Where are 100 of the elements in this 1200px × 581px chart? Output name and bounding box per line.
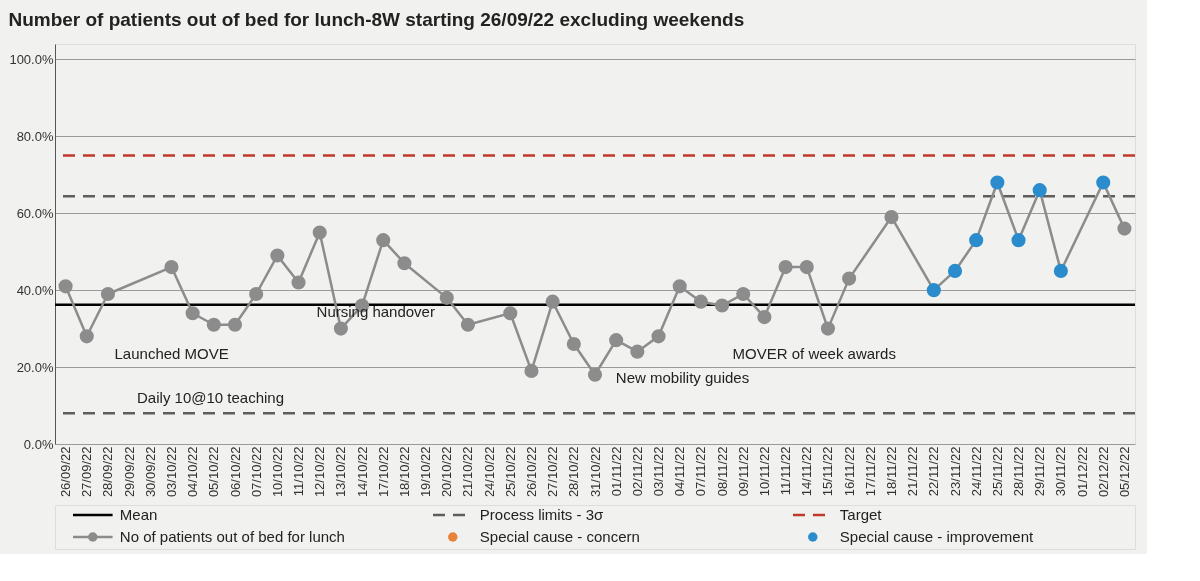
- legend-label: Target: [839, 506, 883, 523]
- point: [227, 317, 243, 332]
- point: [1096, 175, 1111, 190]
- x-tick-label: 03/10/22: [163, 446, 179, 498]
- point: [587, 367, 603, 382]
- x-tick-label: 05/10/22: [206, 446, 222, 498]
- x-tick-label: 05/12/22: [1116, 446, 1132, 498]
- point: [333, 321, 348, 336]
- legend-label: Mean: [119, 506, 158, 523]
- x-tick-label: 19/10/22: [418, 446, 434, 498]
- point: [884, 210, 899, 225]
- x-tick-label: 03/11/22: [651, 446, 667, 497]
- x-tick-label: 26/10/22: [523, 446, 539, 498]
- x-tick-label: 25/11/22: [989, 446, 1005, 497]
- y-tick-label: 40.0%: [16, 282, 54, 298]
- x-tick-label: 27/09/22: [79, 446, 95, 498]
- x-tick-label: 16/11/22: [841, 446, 857, 497]
- point: [439, 290, 454, 305]
- annotation: New mobility guides: [615, 369, 750, 386]
- point: [609, 333, 624, 348]
- x-tick-label: 10/10/22: [269, 446, 285, 498]
- point: [799, 260, 814, 275]
- x-tick-label: 07/11/22: [693, 446, 709, 497]
- annotation: MOVER of week awards: [732, 345, 896, 363]
- y-tick-label: 0.0%: [23, 436, 54, 452]
- point: [291, 275, 306, 290]
- x-tick-label: 09/11/22: [735, 446, 751, 497]
- point: [990, 175, 1005, 190]
- point: [820, 321, 836, 336]
- x-tick-label: 27/10/22: [545, 446, 561, 498]
- x-tick-label: 13/10/22: [333, 446, 349, 498]
- point: [757, 310, 772, 325]
- x-tick-label: 22/11/22: [926, 446, 942, 497]
- x-tick-label: 30/11/22: [1053, 446, 1069, 497]
- legend-label: Special cause - concern: [479, 528, 640, 545]
- x-tick-label: 01/12/22: [1074, 446, 1090, 498]
- annotation: Launched MOVE: [114, 345, 229, 363]
- point: [270, 248, 285, 263]
- point: [778, 260, 793, 275]
- point: [397, 256, 412, 271]
- x-tick-label: 04/10/22: [185, 446, 201, 498]
- point: [164, 260, 179, 275]
- y-tick-label: 80.0%: [16, 128, 54, 144]
- legend-label: Process limits - 3σ: [479, 506, 604, 523]
- point: [58, 279, 73, 294]
- x-tick-label: 04/11/22: [672, 446, 688, 497]
- point: [1011, 233, 1026, 248]
- x-tick-label: 06/10/22: [227, 446, 243, 498]
- point: [206, 317, 221, 332]
- x-tick-label: 18/11/22: [883, 446, 899, 497]
- x-tick-label: 20/10/22: [439, 446, 455, 498]
- x-tick-label: 17/10/22: [375, 446, 391, 498]
- point: [842, 271, 857, 286]
- x-tick-label: 02/12/22: [1095, 446, 1111, 498]
- point: [1053, 263, 1068, 278]
- x-tick-label: 11/11/22: [778, 446, 794, 496]
- point: [503, 306, 518, 321]
- x-tick-label: 29/09/22: [121, 446, 137, 498]
- point: [926, 283, 941, 298]
- x-tick-label: 10/11/22: [756, 446, 772, 497]
- x-tick-label: 11/10/22: [291, 446, 307, 497]
- x-tick-label: 08/11/22: [714, 446, 730, 497]
- point: [249, 286, 264, 302]
- point: [376, 233, 391, 248]
- point: [651, 329, 666, 344]
- point: [1032, 183, 1047, 198]
- x-tick-label: 15/11/22: [820, 446, 836, 497]
- x-tick-label: 24/11/22: [968, 446, 984, 497]
- point: [185, 306, 200, 321]
- x-tick-label: 26/09/22: [58, 446, 74, 498]
- point: [79, 329, 94, 344]
- x-tick-label: 14/10/22: [354, 446, 370, 498]
- x-tick-label: 21/10/22: [460, 446, 476, 498]
- point: [969, 233, 984, 248]
- point: [545, 294, 560, 309]
- x-tick-label: 01/11/22: [608, 446, 624, 497]
- x-tick-label: 28/10/22: [566, 446, 582, 498]
- x-tick-label: 12/10/22: [312, 446, 328, 498]
- x-tick-label: 17/11/22: [862, 446, 878, 497]
- x-tick-label: 21/11/22: [905, 446, 921, 497]
- x-tick-label: 25/10/22: [502, 446, 518, 498]
- legend-label: No of patients out of bed for lunch: [119, 528, 345, 545]
- point: [736, 286, 751, 302]
- x-tick-label: 14/11/22: [799, 446, 815, 497]
- x-tick-label: 30/09/22: [142, 446, 158, 498]
- x-tick-label: 18/10/22: [396, 446, 412, 498]
- x-tick-label: 28/09/22: [100, 446, 116, 498]
- point: [312, 225, 327, 240]
- point: [566, 336, 581, 352]
- x-tick-label: 28/11/22: [1011, 446, 1027, 497]
- annotation: Nursing handover: [316, 303, 435, 320]
- point: [947, 263, 963, 278]
- point: [630, 344, 645, 359]
- y-tick-label: 100.0%: [9, 51, 54, 67]
- point: [1117, 221, 1132, 236]
- point: [460, 317, 476, 332]
- point: [524, 363, 539, 378]
- x-tick-label: 29/11/22: [1032, 446, 1048, 497]
- y-tick-label: 60.0%: [16, 205, 54, 221]
- legend-label: Special cause - improvement: [839, 528, 1035, 545]
